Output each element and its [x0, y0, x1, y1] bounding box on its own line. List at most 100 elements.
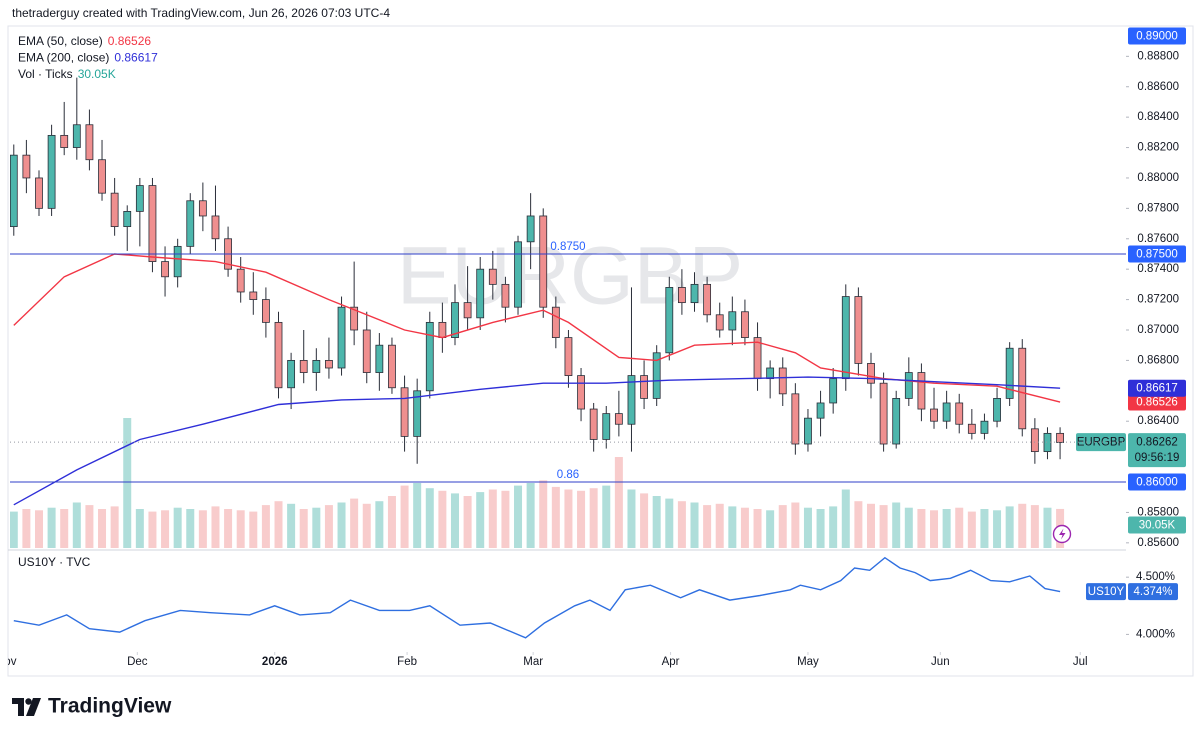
- candle-body: [677, 287, 686, 304]
- candle-body: [980, 420, 989, 434]
- yield-axis-label-bg: [1128, 583, 1178, 601]
- volume-bar: [753, 509, 762, 548]
- volume-bar: [1005, 506, 1014, 548]
- candle-body: [577, 375, 585, 410]
- candle-body: [47, 134, 56, 209]
- ema-axis-label: 0.86617: [1136, 383, 1178, 395]
- y-tick-label: 0.88800: [1137, 50, 1179, 62]
- y-tick-label: 0.86400: [1137, 415, 1179, 427]
- candle-body: [425, 321, 434, 392]
- ema-axis-label: 0.86526: [1136, 397, 1178, 409]
- candle-body: [741, 311, 749, 338]
- volume-bar: [186, 509, 195, 548]
- ema-line: [13, 376, 1061, 506]
- countdown: 09:56:19: [1135, 452, 1180, 464]
- candle-body: [135, 185, 144, 212]
- candle-body: [703, 283, 712, 316]
- logo: [12, 698, 41, 716]
- volume-bar: [425, 488, 434, 548]
- candle-body: [249, 291, 258, 300]
- price-label: 0.86262: [1136, 437, 1178, 449]
- volume-bar: [463, 496, 472, 548]
- volume-bar: [173, 507, 182, 548]
- volume-bar: [211, 506, 220, 548]
- hline-axis-label-bg: [1128, 245, 1186, 263]
- volume-bar: [614, 457, 623, 548]
- volume-bar: [539, 480, 548, 548]
- volume-bar: [476, 492, 485, 548]
- legend-value: 30.05K: [78, 67, 116, 81]
- volume-bar: [299, 509, 308, 548]
- candle-body: [640, 375, 648, 399]
- y-tick-label: 0.88600: [1137, 81, 1179, 93]
- candle-body: [35, 177, 43, 209]
- candle-body: [22, 154, 31, 179]
- candle-body: [753, 337, 762, 380]
- candle-body: [98, 159, 106, 194]
- candle-body: [1043, 432, 1052, 453]
- symbol-label-bg: [1076, 433, 1126, 452]
- volume-bar: [904, 507, 913, 548]
- legend-value: 0.86526: [108, 34, 152, 48]
- candle-body: [690, 283, 699, 304]
- volume-bar: [551, 486, 560, 548]
- volume-bar: [135, 509, 144, 548]
- volume-bar: [640, 493, 649, 548]
- y-tick-label: 0.87000: [1137, 324, 1179, 336]
- candle-body: [829, 378, 838, 404]
- volume-bar: [791, 502, 800, 548]
- y-tick-label: 0.88000: [1137, 172, 1179, 184]
- volume-bar: [816, 509, 825, 548]
- candle-body: [1005, 347, 1014, 399]
- candle-body: [778, 367, 787, 395]
- volume-bar: [703, 505, 712, 548]
- candle-body: [488, 268, 497, 285]
- volume-bar: [274, 501, 283, 548]
- yield-symbol-bg: [1086, 583, 1126, 601]
- candle-body: [930, 408, 938, 422]
- volume-bar: [324, 505, 333, 548]
- alert-icon[interactable]: [1052, 524, 1072, 544]
- footer-brand: TradingView: [48, 695, 172, 718]
- y-tick-label: 4.500%: [1136, 571, 1175, 583]
- candle-body: [841, 296, 850, 380]
- volume-bar: [362, 503, 371, 548]
- hline-axis-label: 0.86000: [1136, 477, 1178, 489]
- candle-body: [148, 185, 157, 262]
- candle-body: [325, 359, 333, 369]
- volume-bar: [47, 507, 56, 548]
- candle-body: [614, 413, 623, 425]
- candle-body: [1030, 428, 1039, 453]
- volume-bar: [387, 496, 396, 548]
- candle-body: [652, 352, 661, 399]
- candle-body: [967, 423, 976, 434]
- volume-bar: [1030, 505, 1039, 548]
- candle-body: [602, 413, 611, 440]
- candle-body: [715, 314, 724, 331]
- volume-bar: [740, 507, 749, 548]
- top-price-label-bg: [1128, 27, 1186, 45]
- candle-body: [539, 215, 548, 308]
- x-tick-label: Mar: [523, 656, 543, 668]
- legend-value: 0.86617: [114, 51, 158, 65]
- candle-body: [262, 299, 270, 323]
- y-tick-label: 4.000%: [1136, 628, 1175, 640]
- volume-bar: [98, 509, 107, 548]
- candle-body: [476, 268, 485, 319]
- x-tick-label: Apr: [662, 656, 680, 668]
- volume-bar: [350, 498, 359, 548]
- header: thetraderguy created with TradingView.co…: [12, 6, 390, 20]
- candle-body: [766, 367, 775, 380]
- candle-body: [993, 398, 1001, 422]
- volume-bar: [690, 502, 699, 548]
- volume-bar: [917, 509, 926, 548]
- candle-body: [665, 287, 674, 354]
- volume-bar: [665, 498, 674, 548]
- volume-bar: [22, 509, 31, 548]
- y-tick-label: 0.88200: [1137, 142, 1179, 154]
- volume-bar: [337, 502, 346, 548]
- volume-bar: [803, 507, 812, 548]
- candle-body: [375, 344, 384, 373]
- candle-body: [400, 387, 409, 437]
- volume-bar: [514, 485, 523, 548]
